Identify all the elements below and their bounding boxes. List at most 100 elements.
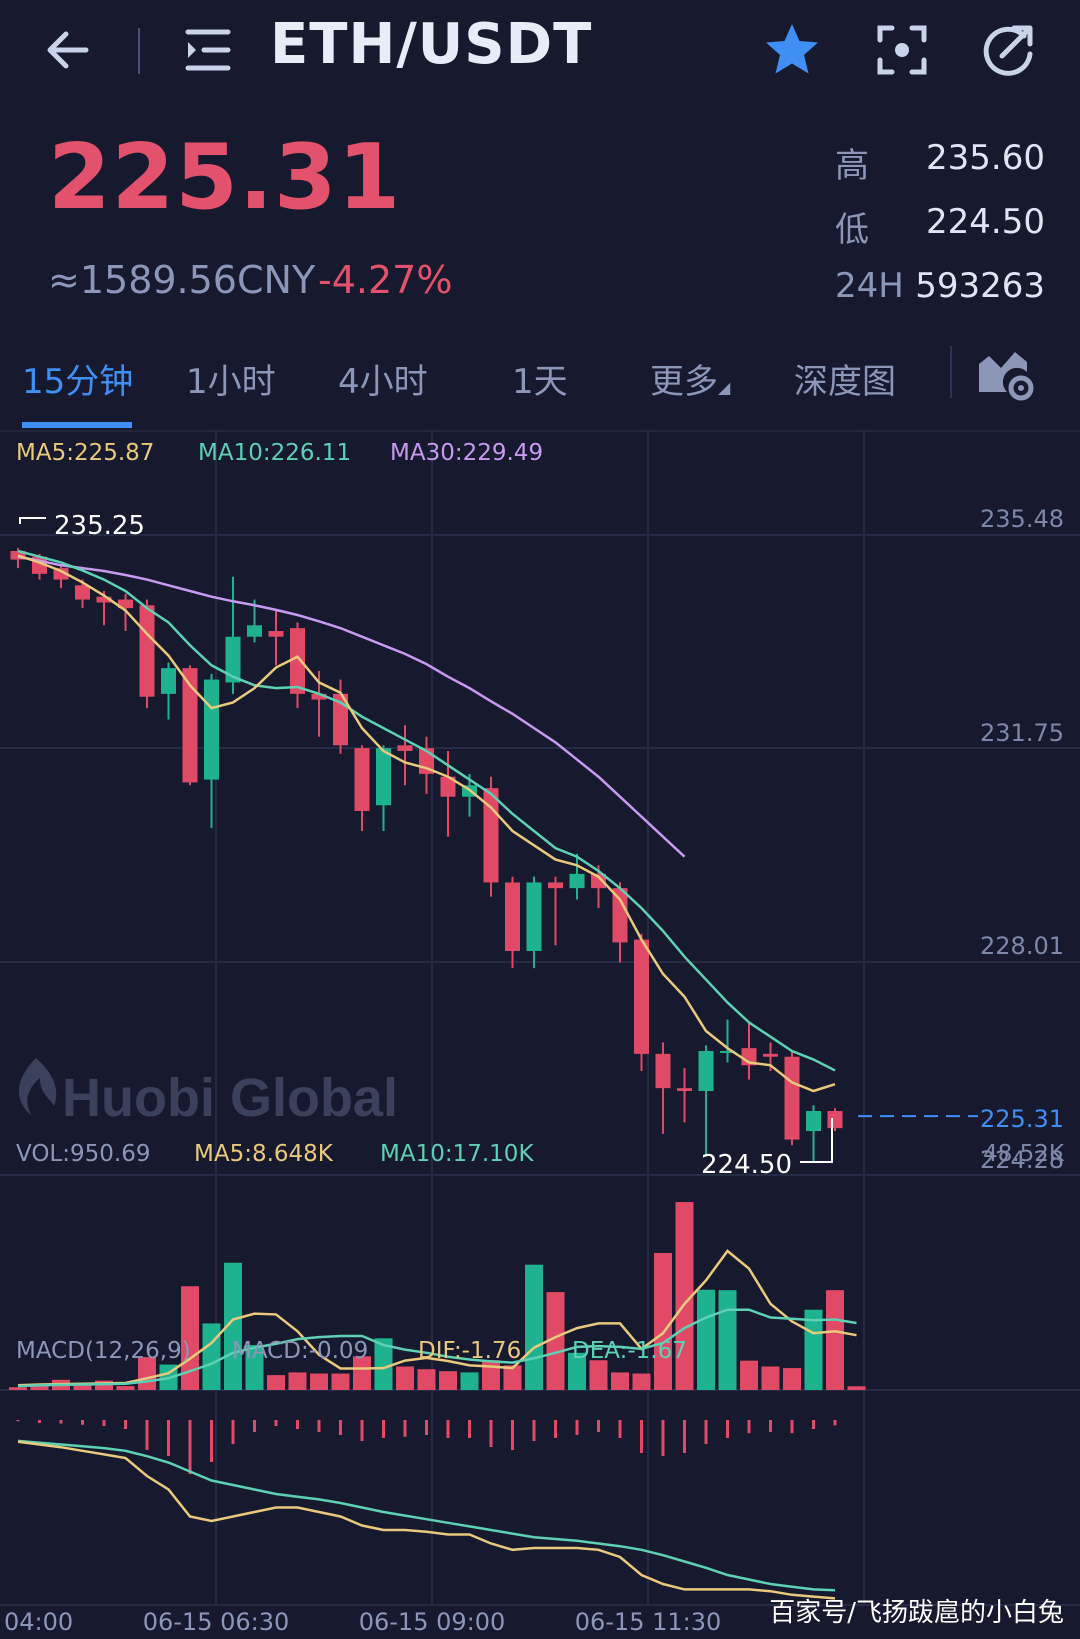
volume-bar: [546, 1292, 565, 1390]
candle-body: [505, 882, 520, 951]
candle-body: [268, 631, 284, 637]
volume-bar: [589, 1360, 608, 1390]
volume-bar: [396, 1366, 414, 1390]
legend-vol-ma10: MA10:17.10K: [380, 1141, 534, 1167]
chart-settings-icon[interactable]: [975, 346, 1035, 402]
tab-15m[interactable]: 15分钟: [22, 362, 134, 402]
price-cny: ≈1589.56CNY: [48, 258, 316, 302]
star-icon[interactable]: [760, 18, 824, 82]
stat-24h-label: 24H: [835, 266, 904, 306]
stat-low: 低 224.50: [835, 202, 1045, 266]
candle-body: [333, 693, 348, 746]
candle-body: [10, 551, 26, 560]
top-bar: ETH/USDT: [0, 0, 1080, 105]
back-arrow-icon[interactable]: [36, 18, 100, 82]
legend-dif: DIF:-1.76: [418, 1338, 521, 1364]
volume-bar: [417, 1369, 436, 1390]
watermark-logo: Huobi Global: [18, 1058, 398, 1128]
stat-low-value: 224.50: [926, 202, 1045, 242]
tab-more[interactable]: 更多◢: [650, 354, 730, 403]
candle-body: [96, 596, 112, 603]
max-price-marker: 235.25: [19, 511, 145, 541]
legend-ma30: MA30:229.49: [390, 440, 543, 466]
flame-icon: [18, 1058, 57, 1116]
candle-body: [397, 745, 413, 751]
tab-1h[interactable]: 1小时: [186, 362, 276, 402]
dropdown-triangle-icon: ◢: [718, 378, 731, 397]
price-axis-label: 235.48: [980, 505, 1064, 533]
volume-legend: VOL:950.69 MA5:8.648K MA10:17.10K 48.52K: [16, 1141, 1065, 1167]
change-percent: -4.27%: [318, 258, 453, 302]
candle-body: [720, 1051, 735, 1053]
volume-ma5-line: [17, 1249, 857, 1387]
candle-body: [247, 625, 262, 637]
legend-vol: VOL:950.69: [16, 1141, 150, 1167]
candle-body: [118, 599, 133, 609]
time-axis-label: 04:00: [4, 1608, 73, 1636]
stat-high: 高 235.60: [835, 138, 1045, 202]
candle-body: [784, 1056, 800, 1140]
stat-24h-volume: 24H 593263: [835, 266, 1045, 330]
candle-body: [53, 568, 69, 580]
time-axis-label: 06-15 06:30: [143, 1608, 290, 1636]
candle-body: [376, 748, 391, 806]
tab-depth[interactable]: 深度图: [794, 362, 896, 402]
price-axis-label: 231.75: [980, 719, 1064, 747]
volume-bar: [783, 1368, 801, 1390]
last-price-axis-label: 225.31: [980, 1105, 1064, 1133]
legend-ma10: MA10:226.11: [198, 440, 351, 466]
volume-bar: [482, 1360, 500, 1390]
tab-4h[interactable]: 4小时: [338, 362, 428, 402]
macd-legend: MACD(12,26,9) MACD:-0.09 DIF:-1.76 DEA:-…: [16, 1338, 687, 1364]
volume-ma10-line: [17, 1308, 857, 1388]
candle-body: [311, 693, 327, 700]
ma10-line: [17, 549, 836, 1072]
interval-tabs: 15分钟 1小时 4小时 1天 更多◢ 深度图: [0, 340, 1080, 430]
last-price-line: 225.31: [858, 1105, 1064, 1133]
volume-bar: [460, 1372, 479, 1390]
divider: [0, 430, 1080, 432]
footer-credit: 百家号/飞扬跋扈的小白兔: [769, 1598, 1064, 1628]
watermark-text: Huobi Global: [62, 1068, 398, 1128]
volume-bar: [675, 1202, 694, 1390]
volume-bar: [804, 1309, 823, 1390]
volume-bar: [202, 1323, 221, 1390]
stat-low-label: 低: [835, 210, 869, 250]
divider: [950, 346, 952, 398]
legend-dea: DEA:-1.67: [572, 1338, 687, 1364]
volume-bar: [525, 1264, 543, 1390]
candle-body: [548, 882, 563, 889]
macd-histogram: [16, 1420, 837, 1474]
volume-bar: [116, 1386, 135, 1390]
volume-bar: [697, 1289, 715, 1390]
ticker-stats: 高 235.60 低 224.50 24H 593263: [835, 138, 1045, 330]
candle-body: [182, 668, 198, 783]
candle-body: [591, 873, 606, 889]
candle-body: [698, 1051, 714, 1091]
volume-bar: [73, 1385, 92, 1390]
volume-bar: [310, 1373, 328, 1390]
menu-list-icon[interactable]: [176, 18, 240, 82]
page-title: ETH/USDT: [270, 12, 593, 77]
scan-icon[interactable]: [870, 18, 934, 82]
candle-body: [569, 873, 585, 889]
kline-chart[interactable]: Huobi Global MA5:225.87 MA10:226.11 MA30…: [0, 430, 1080, 1639]
volume-bar: [353, 1356, 371, 1390]
volume-bar: [611, 1372, 629, 1390]
share-icon[interactable]: [976, 18, 1040, 82]
candle-body: [75, 585, 90, 600]
candle-body: [440, 776, 456, 797]
tab-1d[interactable]: 1天: [512, 362, 568, 402]
volume-bar: [181, 1286, 199, 1390]
candle-body: [526, 882, 542, 951]
volume-bar: [632, 1373, 651, 1390]
volume-bar: [267, 1375, 285, 1390]
time-axis-label: 06-15 09:00: [359, 1608, 506, 1636]
volume-bar: [245, 1344, 264, 1390]
candle-body: [161, 668, 176, 694]
price-axis: 235.48 231.75 228.01 224.28: [980, 505, 1064, 1174]
volume-bar: [331, 1373, 350, 1390]
tab-more-label: 更多: [650, 362, 718, 402]
time-axis-label: 06-15 11:30: [575, 1608, 722, 1636]
volume-bars: [9, 1202, 866, 1390]
